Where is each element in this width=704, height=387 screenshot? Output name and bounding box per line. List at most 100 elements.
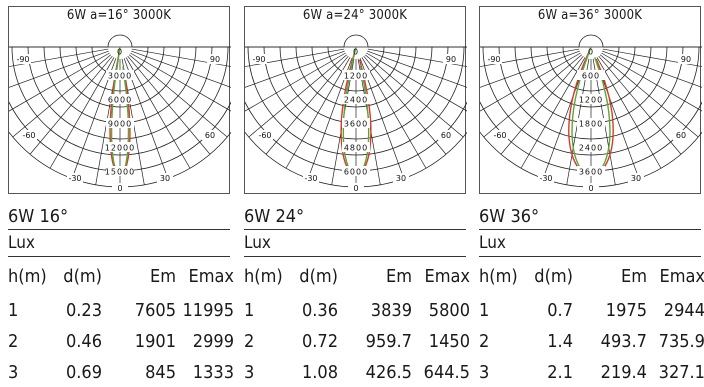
polar-spoke [480, 52, 581, 112]
header-h: h(m) [8, 266, 47, 287]
cell-em: 493.7 [600, 331, 647, 352]
polar-chart: 0 3000 6000 9000 12000 15000 -90 90 -60 60 -30 30 0 [9, 34, 231, 193]
angle-label: 30 [396, 174, 406, 183]
cell-d: 0.7 [547, 300, 573, 321]
angle-label-bg [15, 54, 31, 64]
divider [479, 256, 701, 257]
polar-spoke [49, 57, 115, 169]
ring-label: 1800 [579, 120, 603, 129]
cell-h: 3 [479, 362, 490, 383]
cell-emax: 11995 [182, 300, 234, 321]
table-row: 3 1.08 426.5 644.5 [244, 362, 470, 386]
header-emax: Emax [659, 266, 704, 287]
angle-label-bg [678, 54, 694, 64]
angle-label: -30 [68, 174, 81, 183]
angle-label-bg [257, 130, 273, 140]
polar-spoke [245, 52, 346, 112]
polar-spoke [361, 57, 427, 169]
angle-label-bg [443, 54, 459, 64]
angle-label: 90 [210, 55, 220, 64]
angle-label-bg [583, 183, 599, 193]
angle-label-bg [112, 183, 128, 193]
angle-label: 0 [588, 184, 593, 193]
table-row: 2 0.72 959.7 1450 [244, 331, 470, 355]
cell-d: 0.46 [65, 331, 102, 352]
table-row: 3 0.69 845 1333 [8, 362, 234, 386]
angle-label-bg [348, 183, 364, 193]
polar-diagram: 0 3000 6000 9000 12000 15000 -90 90 -60 60 -30 30 0 … [8, 6, 231, 194]
angle-label: -60 [493, 131, 506, 140]
polar-spoke [480, 50, 580, 88]
angle-label: 60 [676, 131, 686, 140]
cell-emax: 1450 [428, 331, 470, 352]
angle-label: 90 [446, 55, 456, 64]
ring-label-bg [577, 70, 605, 80]
cell-d: 0.23 [65, 300, 102, 321]
header-h: h(m) [479, 266, 518, 287]
panel-6w-36: 0 600 1200 1800 2400 3600 -90 90 -60 60 -30 30 0 6W … [479, 0, 704, 387]
ring-label: 4800 [344, 144, 368, 153]
ring-label: 12000 [105, 144, 135, 153]
ring-label: 3600 [579, 168, 603, 177]
ring-label: 1200 [344, 72, 368, 81]
cell-h: 1 [8, 300, 19, 321]
divider [8, 229, 230, 230]
polar-spoke [245, 50, 345, 88]
table-row: 2 1.4 493.7 735.9 [479, 331, 704, 355]
ring-label-bg [342, 94, 370, 104]
header-d: d(m) [63, 266, 102, 287]
ring-label: 0 [588, 48, 594, 57]
angle-label: -90 [252, 55, 265, 64]
table-header: h(m) d(m) Em Emax [479, 266, 704, 290]
panel-name: 6W 16° [8, 206, 69, 227]
cell-h: 1 [244, 300, 255, 321]
polar-spoke [599, 54, 699, 138]
polar-spoke [598, 55, 682, 155]
cell-emax: 735.9 [658, 331, 704, 352]
header-d: d(m) [534, 266, 573, 287]
angle-label-bg [538, 173, 554, 183]
cell-em: 219.4 [600, 362, 647, 383]
cell-em: 7605 [134, 300, 176, 321]
cell-h: 1 [479, 300, 490, 321]
angle-label-bg [202, 130, 218, 140]
header-em: Em [149, 266, 176, 287]
unit-label: Lux [244, 233, 271, 253]
cell-emax: 1333 [192, 362, 234, 383]
cell-d: 2.1 [547, 362, 573, 383]
polar-title: 6W a=24° 3000K [245, 8, 465, 23]
cell-d: 0.69 [65, 362, 102, 383]
panel-6w-24: 0 1200 2400 3600 4800 6000 -90 90 -60 60 -30 30 0 6W… [244, 0, 470, 387]
divider [479, 229, 701, 230]
cell-h: 2 [244, 331, 255, 352]
cell-emax: 2999 [192, 331, 234, 352]
ring-label: 15000 [105, 168, 135, 177]
ring-label: 2400 [579, 144, 603, 153]
header-em: Em [620, 266, 647, 287]
ring-label: 6000 [344, 168, 368, 177]
table-row: 1 0.23 7605 11995 [8, 300, 234, 324]
polar-spoke [602, 50, 702, 88]
angle-label: 0 [117, 184, 122, 193]
polar-spoke [131, 50, 231, 88]
polar-spoke [364, 54, 464, 138]
header-d: d(m) [299, 266, 338, 287]
polar-chart: 0 1200 2400 3600 4800 6000 -90 90 -60 60 -30 30 0 [245, 34, 467, 193]
angle-label-bg [492, 130, 508, 140]
angle-label-bg [207, 54, 223, 64]
polar-spoke [125, 57, 191, 169]
ring-label: 9000 [108, 120, 132, 129]
polar-spoke [265, 55, 349, 155]
panel-name: 6W 36° [479, 206, 540, 227]
angle-label: -30 [539, 174, 552, 183]
cell-em: 1975 [605, 300, 647, 321]
polar-title: 6W a=36° 3000K [480, 8, 700, 23]
center-cap [107, 34, 133, 48]
ring-label: 3000 [108, 72, 132, 81]
angle-label: 60 [205, 131, 215, 140]
ring-label-bg [577, 118, 605, 128]
polar-spoke [367, 50, 467, 88]
header-emax: Emax [188, 266, 234, 287]
ring-label: 600 [582, 72, 600, 81]
angle-label-bg [21, 130, 37, 140]
